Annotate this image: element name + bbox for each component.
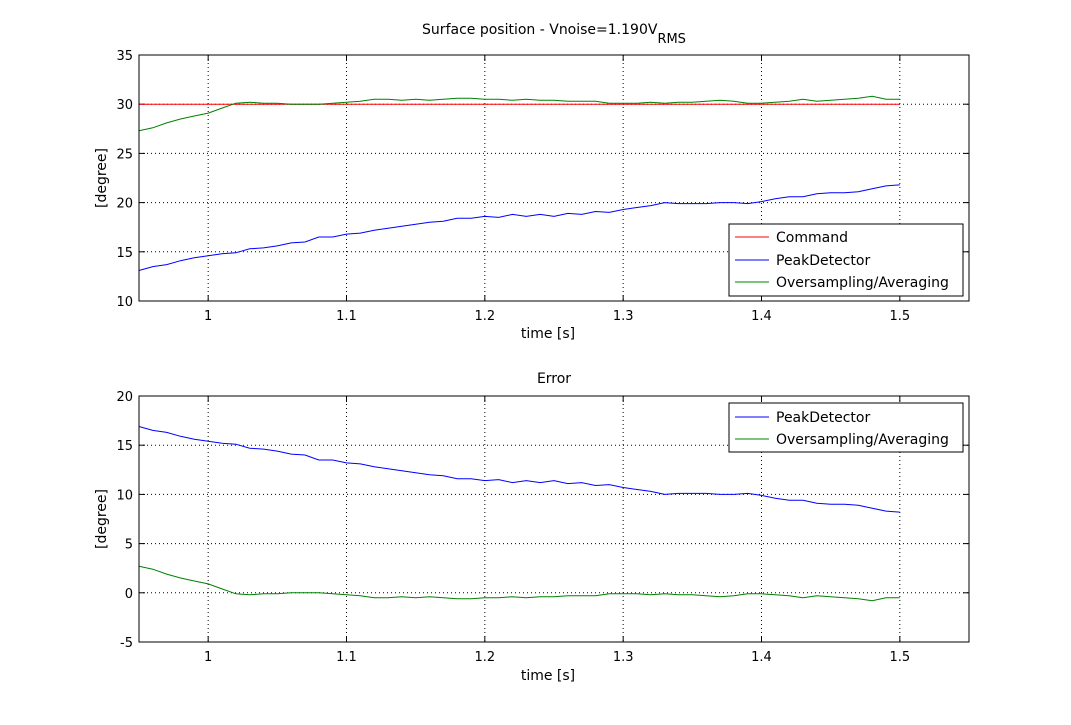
bottom-plot-series (138, 426, 900, 602)
x-tick-label: 1.5 (889, 650, 910, 665)
top-plot-y-axis-label: [degree] (94, 148, 110, 208)
bottom-plot-ticks: 1 1.1 1.2 1.3 1.4 1.5 -5 0 5 10 15 20 (116, 390, 969, 665)
x-tick-label: 1.1 (336, 650, 357, 665)
x-tick-label: 1 (204, 309, 212, 324)
x-tick-label: 1.2 (474, 650, 495, 665)
y-tick-label: 15 (116, 246, 133, 261)
series-line-peakdetector (138, 426, 900, 513)
top-plot-x-axis-label: time [s] (521, 326, 575, 342)
y-tick-label: 10 (116, 295, 133, 310)
bottom-plot-legend-box (728, 402, 964, 453)
top-plot: 1 1.1 1.2 1.3 1.4 1.5 10 15 20 25 30 35 Surface pos… (94, 22, 970, 342)
series-line-oversampling-averaging (138, 95, 900, 132)
x-tick-label: 1.3 (613, 650, 634, 665)
series-line-oversampling-averaging (138, 565, 900, 602)
x-tick-label: 1.4 (751, 309, 772, 324)
y-tick-label: 5 (125, 538, 133, 553)
y-tick-label: 20 (116, 197, 133, 212)
bottom-plot-y-axis-label: [degree] (94, 489, 110, 549)
bottom-plot-title: Error (537, 371, 571, 387)
y-tick-label: 0 (125, 587, 133, 602)
bottom-plot-axes-box (138, 395, 970, 643)
y-tick-label: 10 (116, 488, 133, 503)
y-tick-label: 15 (116, 439, 133, 454)
y-tick-label: 35 (116, 49, 133, 64)
top-plot-legend: Command PeakDetector Oversampling/Averag… (728, 223, 964, 297)
bottom-plot: 1 1.1 1.2 1.3 1.4 1.5 -5 0 5 10 15 20 Error time [s… (94, 371, 970, 684)
legend-peakdetector-label: PeakDetector (776, 410, 870, 426)
x-tick-label: 1.4 (751, 650, 772, 665)
x-tick-label: 1.2 (474, 309, 495, 324)
y-tick-label: 25 (116, 147, 133, 162)
legend-oversampling-label: Oversampling/Averaging (776, 432, 949, 448)
x-tick-label: 1.1 (336, 309, 357, 324)
x-tick-label: 1.3 (613, 309, 634, 324)
bottom-plot-x-axis-label: time [s] (521, 668, 575, 684)
y-tick-label: -5 (120, 636, 133, 651)
top-plot-axes-box (138, 54, 970, 302)
legend-oversampling-label: Oversampling/Averaging (776, 275, 949, 291)
top-plot-ticks: 1 1.1 1.2 1.3 1.4 1.5 10 15 20 25 30 35 (116, 49, 969, 324)
y-tick-label: 20 (116, 390, 133, 405)
top-plot-title: Surface position - Vnoise=1.190VRMS (422, 22, 686, 47)
bottom-plot-legend: PeakDetector Oversampling/Averaging (728, 402, 964, 453)
x-tick-label: 1 (204, 650, 212, 665)
series-line-peakdetector (138, 184, 900, 271)
y-tick-label: 30 (116, 98, 133, 113)
legend-peakdetector-label: PeakDetector (776, 253, 870, 269)
top-plot-series (138, 95, 900, 271)
legend-command-label: Command (776, 230, 848, 246)
x-tick-label: 1.5 (889, 309, 910, 324)
